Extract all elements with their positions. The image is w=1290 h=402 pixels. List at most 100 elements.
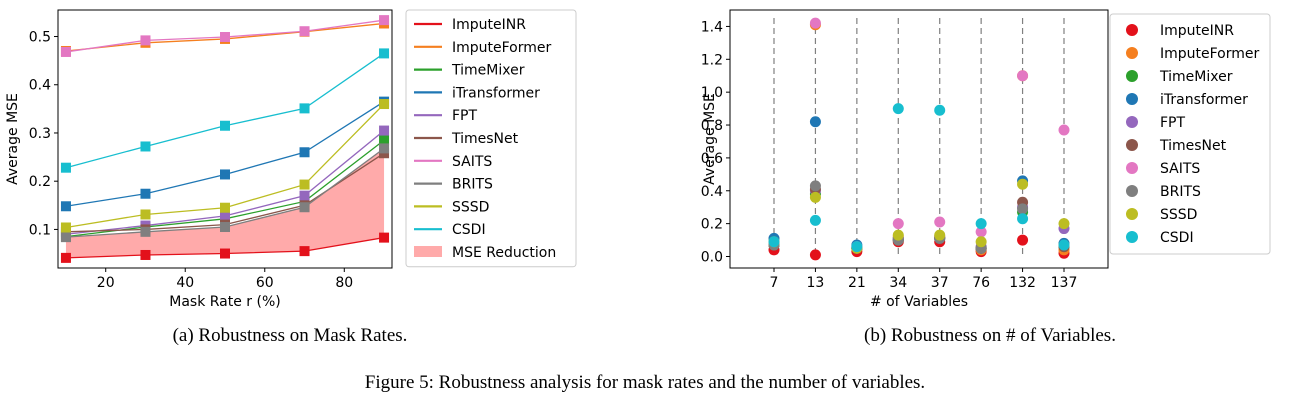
data-point-sssd [60,222,71,233]
data-point-saits [934,216,946,228]
x-tick-label: 60 [256,275,274,291]
data-point-saits [809,17,821,29]
legend-label-imputeinr: ImputeINR [1160,23,1234,39]
legend-marker-fpt [1126,116,1138,128]
y-tick-label: 0.4 [701,184,723,200]
data-point-sssd [1058,218,1070,230]
num-variables-chart: 7 13 21 34 37 76 132 137 0.0 0.2 0.4 0.6 0.8 1.0 1.2 1.… [701,9,1271,310]
data-point-csdi [934,104,946,116]
legend-label-imputeformer: ImputeFormer [452,40,552,56]
y-tick-label: 0.2 [29,174,51,190]
legend-marker-itransformer [1126,93,1138,105]
legend-label-imputeformer: ImputeFormer [1160,46,1260,62]
data-point-sssd [809,191,821,203]
data-point-sssd [1017,178,1029,190]
x-tick-label: 76 [972,275,990,291]
legend-label-fpt: FPT [452,108,477,124]
panel-b-caption: (b) Robustness on # of Variables. [864,325,1116,346]
data-point-csdi [809,214,821,226]
data-point-imputeinr [1017,234,1029,246]
legend-label-saits: SAITS [452,154,492,170]
y-tick-label: 0.8 [701,118,723,134]
y-axis-label: Average MSE [5,93,21,185]
data-point-csdi [768,236,780,248]
data-point-fpt [379,125,390,136]
data-point-itransformer [809,116,821,128]
y-tick-label: 0.6 [701,151,723,167]
mse-reduction-area [65,148,385,258]
data-point-csdi [975,218,987,230]
legend-label-itransformer: iTransformer [452,85,540,101]
data-point-brits [809,180,821,192]
series-line-csdi [65,52,385,169]
data-point-csdi [851,241,863,253]
legend-box [405,9,577,268]
y-tick-label: 0.4 [29,78,51,94]
data-point-csdi [1058,239,1070,251]
x-tick-label: 7 [770,275,779,291]
plot-frame [57,9,393,269]
data-point-csdi [1017,213,1029,225]
x-tick-label: 21 [848,275,866,291]
data-point-csdi [60,162,71,173]
y-tick-label: 1.2 [701,52,723,68]
figure-caption: Figure 5: Robustness analysis for mask r… [364,372,926,393]
legend-marker-timesnet [1126,139,1138,151]
legend-label-mse-reduction: MSE Reduction [452,245,556,261]
data-point-itransformer [220,169,230,180]
legend-swatch-mse-reduction [414,246,442,257]
x-tick-label: 34 [889,275,907,291]
data-point-sssd [220,202,230,213]
data-point-saits [220,32,230,43]
data-point-brits [379,143,390,154]
x-tick-label: 37 [931,275,949,291]
data-point-saits [140,35,151,46]
data-point-fpt [220,210,230,221]
legend-label-brits: BRITS [452,177,493,193]
data-point-saits [892,218,904,230]
data-point-imputeinr [140,249,151,260]
legend-label-saits: SAITS [1160,161,1200,177]
data-point-sssd [379,99,390,110]
data-point-csdi [140,141,151,152]
legend-label-timesnet: TimesNet [1159,138,1227,154]
data-point-saits [1058,124,1070,136]
y-tick-label: 0.3 [29,126,51,142]
y-tick-label: 0.0 [701,249,723,265]
y-tick-label: 1.0 [701,85,723,101]
data-point-imputeinr [60,252,71,263]
x-tick-label: 40 [176,275,194,291]
data-point-itransformer [299,147,310,158]
legend-marker-imputeinr [1126,24,1138,36]
legend-label-imputeinr: ImputeINR [452,17,526,33]
legend-label-csdi: CSDI [452,222,486,238]
x-tick-label: 20 [97,275,115,291]
data-point-saits [975,226,987,238]
data-point-csdi [379,48,390,59]
data-point-brits [140,226,151,237]
legend-label-itransformer: iTransformer [1160,92,1248,108]
data-point-saits [299,26,310,37]
legend-marker-brits [1126,185,1138,197]
legend-marker-imputeformer [1126,47,1138,59]
data-point-sssd [299,179,310,190]
legend-marker-saits [1126,162,1138,174]
data-point-itransformer [140,188,151,199]
data-point-sssd [892,229,904,241]
legend-label-timemixer: TimeMixer [451,63,525,79]
y-tick-label: 0.5 [29,30,51,46]
data-point-sssd [934,229,946,241]
legend-label-fpt: FPT [1160,115,1185,131]
legend-label-brits: BRITS [1160,184,1201,200]
y-axis-label: Average MSE [702,93,718,185]
data-point-csdi [299,103,310,114]
data-point-brits [1017,203,1029,215]
legend-label-timesnet: TimesNet [451,131,519,147]
data-point-imputeinr [809,249,821,261]
plot-frame [729,9,1109,269]
data-point-csdi [892,103,904,115]
data-point-fpt [299,190,310,201]
data-point-itransformer [60,201,71,212]
x-tick-label: 80 [335,275,353,291]
y-tick-label: 0.2 [701,217,723,233]
